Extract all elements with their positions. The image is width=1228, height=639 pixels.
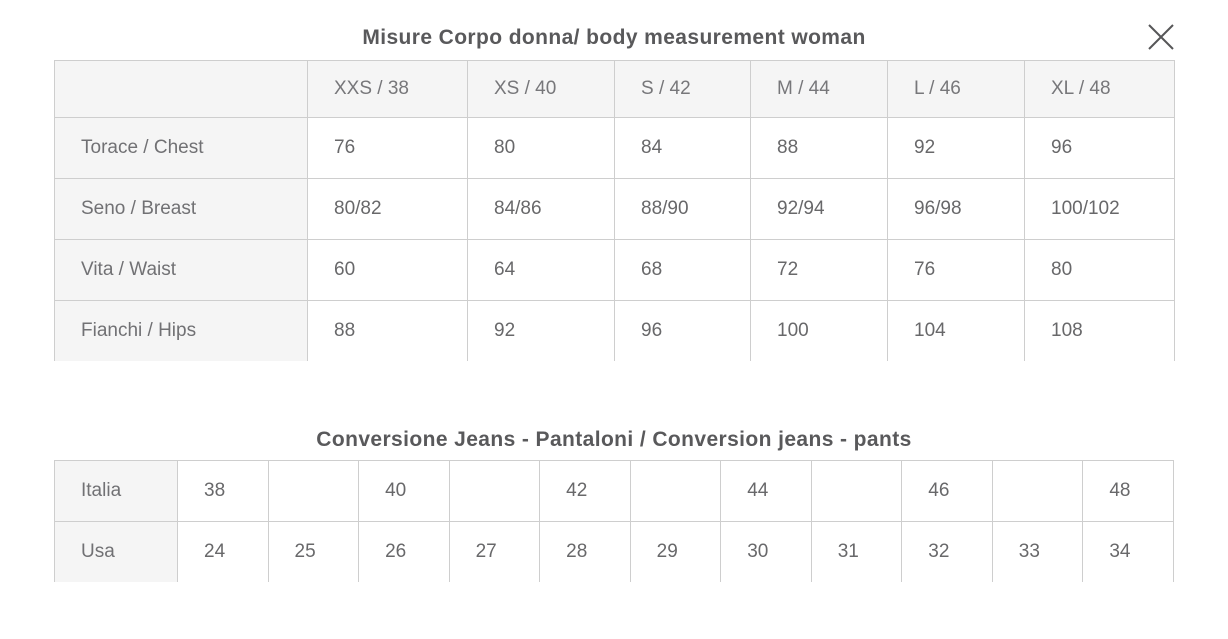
- value-cell: [629, 460, 722, 522]
- value-cell: 88: [750, 117, 888, 179]
- value-cell: 76: [307, 117, 468, 179]
- value-cell: 40: [358, 460, 450, 522]
- value-cell: 26: [358, 521, 450, 582]
- value-cell: 96: [1024, 117, 1175, 179]
- row-label: Seno / Breast: [54, 178, 308, 240]
- value-cell: 84: [614, 117, 751, 179]
- value-cell: 64: [467, 239, 615, 301]
- value-cell: 42: [539, 460, 631, 522]
- row-label: Vita / Waist: [54, 239, 308, 301]
- row-label: Italia: [54, 460, 178, 522]
- value-cell: 24: [177, 521, 269, 582]
- value-cell: 48: [1082, 460, 1174, 522]
- size-header-cell: L / 46: [887, 60, 1025, 118]
- value-cell: 44: [720, 460, 812, 522]
- table-row: Fianchi / Hips 88 92 96 100 104 108: [54, 300, 1175, 361]
- value-cell: 38: [177, 460, 269, 522]
- conversion-table-title: Conversione Jeans - Pantaloni / Conversi…: [316, 428, 912, 451]
- close-button[interactable]: [1145, 21, 1177, 53]
- size-header-cell: XS / 40: [467, 60, 615, 118]
- value-cell: 31: [810, 521, 903, 582]
- corner-cell: [54, 60, 308, 118]
- value-cell: 76: [887, 239, 1025, 301]
- size-header-cell: XL / 48: [1024, 60, 1175, 118]
- value-cell: 80/82: [307, 178, 468, 240]
- table-row: Seno / Breast 80/82 84/86 88/90 92/94 96/98 10…: [54, 178, 1175, 240]
- value-cell: 84/86: [467, 178, 615, 240]
- size-header-cell: M / 44: [750, 60, 888, 118]
- value-cell: 96/98: [887, 178, 1025, 240]
- row-label: Fianchi / Hips: [54, 300, 308, 361]
- value-cell: 100: [750, 300, 888, 361]
- value-cell: 92: [887, 117, 1025, 179]
- value-cell: 25: [267, 521, 360, 582]
- close-icon: [1148, 24, 1174, 50]
- body-measurement-table: XXS / 38 XS / 40 S / 42 M / 44 L / 46 XL / 48…: [54, 60, 1175, 361]
- table-row: Vita / Waist 60 64 68 72 76 80: [54, 239, 1175, 301]
- value-cell: 72: [750, 239, 888, 301]
- value-cell: 88: [307, 300, 468, 361]
- value-cell: 92/94: [750, 178, 888, 240]
- value-cell: 34: [1082, 521, 1174, 582]
- table-row: Italia 38 40 42 44 46 48: [54, 460, 1174, 522]
- size-header-cell: S / 42: [614, 60, 751, 118]
- value-cell: 32: [901, 521, 993, 582]
- value-cell: [448, 460, 541, 522]
- value-cell: 46: [901, 460, 993, 522]
- size-header-row: XXS / 38 XS / 40 S / 42 M / 44 L / 46 XL / 48: [54, 60, 1175, 118]
- value-cell: [810, 460, 903, 522]
- value-cell: 68: [614, 239, 751, 301]
- value-cell: 33: [991, 521, 1084, 582]
- value-cell: [991, 460, 1084, 522]
- row-label: Torace / Chest: [54, 117, 308, 179]
- table-row: Usa 24 25 26 27 28 29 30 31 32 33 34: [54, 521, 1174, 582]
- value-cell: 104: [887, 300, 1025, 361]
- value-cell: 80: [467, 117, 615, 179]
- value-cell: 30: [720, 521, 812, 582]
- size-header-cell: XXS / 38: [307, 60, 468, 118]
- value-cell: 100/102: [1024, 178, 1175, 240]
- row-label: Usa: [54, 521, 178, 582]
- value-cell: 29: [629, 521, 722, 582]
- value-cell: 60: [307, 239, 468, 301]
- value-cell: 28: [539, 521, 631, 582]
- value-cell: 96: [614, 300, 751, 361]
- measurement-table-title: Misure Corpo donna/ body measurement wom…: [362, 26, 866, 49]
- value-cell: 80: [1024, 239, 1175, 301]
- value-cell: 27: [448, 521, 541, 582]
- value-cell: 88/90: [614, 178, 751, 240]
- value-cell: 92: [467, 300, 615, 361]
- value-cell: 108: [1024, 300, 1175, 361]
- value-cell: [267, 460, 360, 522]
- jeans-conversion-table: Italia 38 40 42 44 46 48 Usa 24 25 26 27 28 29 30 31 32 3…: [54, 460, 1174, 582]
- table-row: Torace / Chest 76 80 84 88 92 96: [54, 117, 1175, 179]
